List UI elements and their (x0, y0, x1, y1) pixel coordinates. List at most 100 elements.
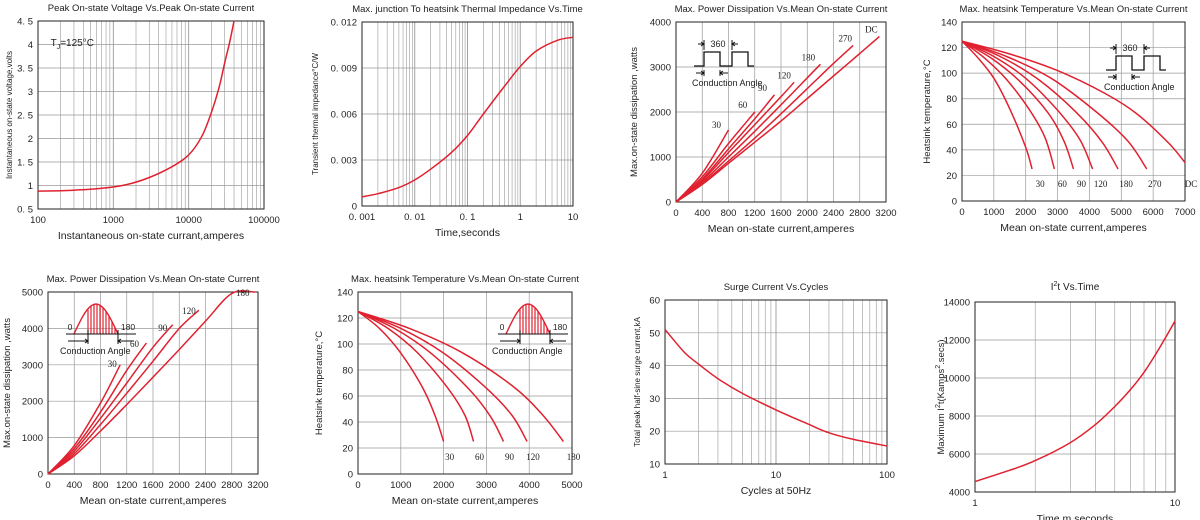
y-tick-label: 4 (28, 40, 33, 51)
series-line-120 (357, 310, 528, 442)
y-tick-label: 0 (348, 470, 353, 481)
arrow-icon (549, 338, 566, 344)
x-tick-label: 5000 (1111, 207, 1132, 218)
curve-label: 120 (777, 70, 791, 80)
y-tick-label: 20 (342, 444, 353, 455)
y-tick-label: 140 (337, 288, 353, 299)
x-tick-label: 1000 (390, 480, 411, 491)
y-tick-label: 3000 (650, 63, 671, 74)
x-tick-label: 100 (30, 215, 46, 226)
x-tick-label: 0. 001 (349, 212, 375, 223)
x-tick-label: 1000 (983, 207, 1004, 218)
series-group (961, 40, 1186, 170)
y-axis-label: Maximum I2t(Kamps2.secs) (935, 340, 947, 455)
arrow-icon (1110, 45, 1117, 51)
curve-label: 120 (526, 452, 540, 462)
title-sup: 2 (1054, 281, 1058, 288)
chart-power_sine: Max. Power Dissipation Vs.Mean On-state … (2, 274, 269, 507)
curve-label: 180 (1119, 179, 1133, 189)
curve-label: 90 (505, 452, 515, 462)
series-line-120 (961, 40, 1094, 170)
series-line-zth (361, 36, 574, 198)
inset-right-label: 180 (553, 322, 567, 332)
arrow-icon (117, 338, 134, 344)
x-tick-label: 10 (771, 470, 782, 481)
x-tick-label: 2800 (849, 208, 870, 219)
plot-frame (361, 21, 574, 207)
x-tick-label: 0 (355, 480, 360, 491)
inset-caption: Conduction Angle (1104, 82, 1175, 92)
curve-label: 90 (158, 323, 168, 333)
curve-label: 270 (1148, 179, 1162, 189)
y-tick-label: 3000 (22, 360, 43, 371)
conduction-angle-inset: 360 Conduction Angle (1104, 43, 1175, 92)
grid (961, 21, 1186, 202)
x-tick-label: 800 (93, 480, 109, 491)
series-line-dc (961, 40, 1186, 164)
y-axis-label: Instantaneous on-state voltage,volts (5, 51, 14, 179)
y-tick-label: 10000 (944, 374, 970, 385)
rect-wave (694, 51, 754, 67)
x-tick-label: 3200 (247, 480, 268, 491)
curve-label: 60 (1058, 179, 1068, 189)
series-line-60 (47, 342, 148, 475)
inset-caption: Conduction Angle (492, 346, 563, 356)
x-tick-label: 2000 (1015, 207, 1036, 218)
y-tick-label: 14000 (944, 298, 970, 309)
chart-peak_voltage: Peak On-state Voltage Vs.Peak On-state C… (5, 3, 280, 242)
y-tick-label: 60 (342, 392, 353, 403)
curve-label: DC (865, 24, 878, 34)
y-tick-label: 0 (38, 470, 43, 481)
y-tick-label: 100 (337, 340, 353, 351)
x-tick-label: 10 (1170, 498, 1181, 509)
y-tick-label: 30 (649, 394, 660, 405)
series-line-vtm (37, 20, 235, 192)
y-tick-label: 2000 (650, 108, 671, 119)
curve-label: 180 (236, 288, 250, 298)
y-tick-label: 100 (941, 69, 957, 80)
x-axis-label: Instantaneous on-state currant,amperes (58, 230, 244, 242)
title-tail: t Vs.Time (1057, 282, 1099, 293)
arrow-icon (1108, 74, 1117, 80)
series-group (675, 35, 880, 203)
y-tick-label: 0. 003 (331, 156, 357, 167)
y-tick-label: 40 (649, 361, 660, 372)
chart-thermal_impedance: Max. junction To heatsink Thermal Impeda… (311, 4, 583, 239)
x-tick-label: 400 (694, 208, 710, 219)
x-tick-label: 0 (45, 480, 50, 491)
series-line-i2t (974, 320, 1176, 483)
curve-label: 30 (1036, 179, 1046, 189)
x-tick-label: 100 (879, 470, 895, 481)
y-tick-label: 50 (649, 328, 660, 339)
x-tick-label: 2000 (433, 480, 454, 491)
series-line-dc (675, 35, 880, 203)
arrow-icon (719, 70, 728, 76)
series-group (974, 320, 1176, 483)
curve-label: 90 (758, 83, 768, 93)
x-tick-label: 1 (518, 212, 523, 223)
y-tick-label: 1000 (650, 153, 671, 164)
inset-caption: Conduction Angle (60, 346, 131, 356)
y-axis-label: Transient thermal impedance°C/W (311, 53, 320, 176)
arrow-icon (68, 338, 89, 344)
arrow-icon (696, 70, 705, 76)
curve-label: 90 (1077, 179, 1087, 189)
series-group (361, 36, 574, 198)
y-tick-label: 140 (941, 18, 957, 29)
junction-temp-annotation: TJ=125°C (51, 38, 94, 51)
x-tick-label: 0 (673, 208, 678, 219)
chart-heatsink_rect: Max. heatsink Temperature Vs.Mean On-sta… (922, 4, 1197, 234)
chart-power_rect: Max. Power Dissipation Vs.Mean On-state … (629, 4, 897, 235)
y-tick-label: 0. 5 (17, 205, 33, 216)
series-line-120 (47, 309, 200, 475)
y-tick-label: 20 (649, 427, 660, 438)
x-tick-label: 7000 (1174, 207, 1195, 218)
x-tick-label: 400 (66, 480, 82, 491)
curve-label: 60 (130, 339, 140, 349)
x-tick-label: 0. 01 (404, 212, 425, 223)
y-axis-label: Heatsink temperature,°C (922, 59, 933, 163)
inset-angle-label: 360 (1122, 43, 1137, 53)
ann-main: T (51, 38, 57, 49)
